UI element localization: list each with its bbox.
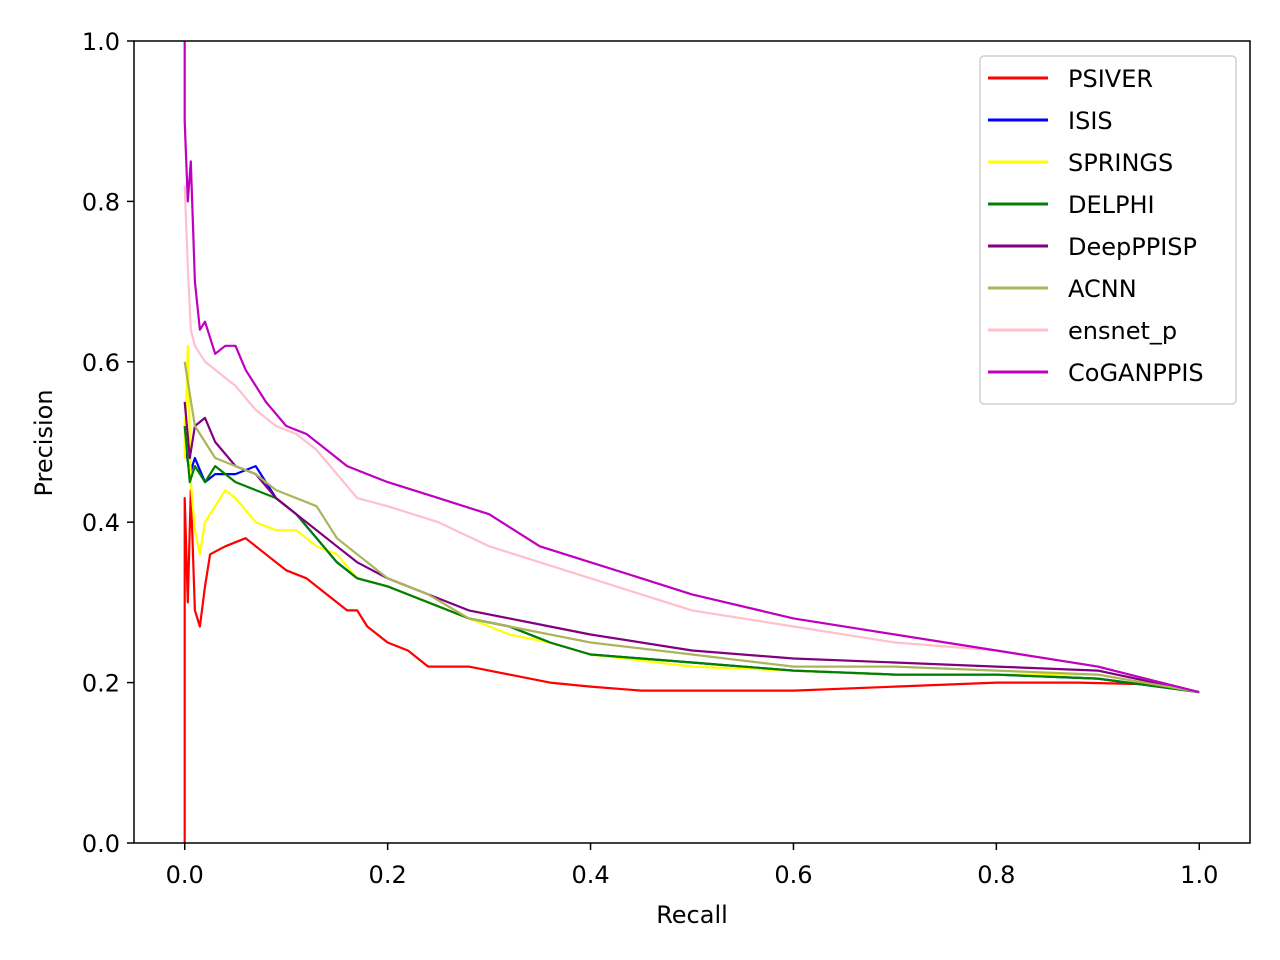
y-tick-label: 0.8 [82,188,120,216]
legend-label: ISIS [1068,107,1113,135]
x-tick-label: 0.0 [166,861,204,889]
y-tick-label: 0.0 [82,830,120,858]
x-tick-label: 0.4 [571,861,609,889]
series-line-coganppis [183,41,1200,694]
legend-label: ensnet_p [1068,317,1177,345]
x-tick-label: 0.8 [977,861,1015,889]
series-line-psiver [183,489,1200,843]
y-tick-label: 0.2 [82,670,120,698]
legend-label: DELPHI [1068,191,1155,219]
series-line-acnn [183,361,1200,694]
legend-label: SPRINGS [1068,149,1173,177]
y-tick-label: 0.6 [82,349,120,377]
y-tick-label: 0.4 [82,509,120,537]
series-line-delphi [183,425,1200,694]
x-tick-label: 1.0 [1180,861,1218,889]
legend-label: PSIVER [1068,65,1153,93]
y-axis-label: Precision [30,389,58,496]
legend: PSIVER ISIS SPRINGS DELPHI DeepPPISP ACNN ensn… [979,55,1237,405]
x-tick-label: 0.2 [369,861,407,889]
x-axis-ticks: 0.0 0.2 0.4 0.6 0.8 1.0 [166,843,1218,889]
series-layer [183,41,1200,843]
plot-frame [133,40,1251,844]
x-axis-label: Recall [656,901,728,929]
legend-label: DeepPPISP [1068,233,1197,261]
series-line-deepppisp [183,401,1200,694]
legend-box [979,55,1237,405]
legend-label: ACNN [1068,275,1137,303]
x-tick-label: 0.6 [774,861,812,889]
series-line-ensnet-p [183,185,1200,694]
y-tick-label: 1.0 [82,28,120,56]
legend-label: CoGANPPIS [1068,359,1204,387]
y-axis-ticks: 0.0 0.2 0.4 0.6 0.8 1.0 [82,28,134,858]
